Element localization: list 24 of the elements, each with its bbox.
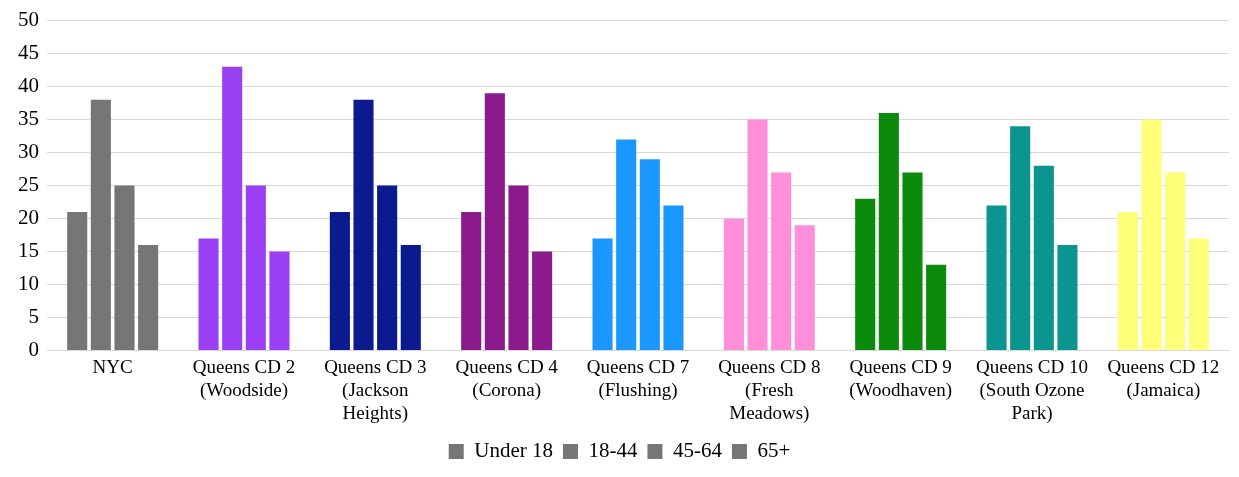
y-tick-label: 20: [18, 205, 39, 230]
y-tick-label: 45: [18, 40, 39, 65]
x-tick-label: Queens CD 7 (Flushing): [586, 355, 690, 401]
y-tick-label: 10: [18, 271, 39, 296]
y-tick-label: 40: [18, 73, 39, 98]
x-tick-label: NYC: [92, 355, 133, 377]
y-tick-label: 30: [18, 139, 39, 164]
x-tick-label: Queens CD 3 (Jackson Heights): [324, 355, 427, 424]
y-tick-label: 0: [28, 337, 39, 362]
y-tick-label: 15: [18, 238, 39, 263]
x-tick-label: Queens CD 10 (South Ozone Park): [976, 355, 1088, 424]
x-tick-label: Queens CD 2 (Woodside): [192, 355, 296, 401]
y-tick-label: 5: [28, 304, 39, 329]
legend-label: Under 18: [474, 438, 553, 463]
legend-label: 65+: [757, 438, 791, 463]
x-tick-label: Queens CD 8 (Fresh Meadows): [718, 355, 821, 424]
legend-label: 18-44: [588, 438, 638, 463]
x-tick-label: Queens CD 4 (Corona): [455, 355, 559, 401]
y-tick-label: 25: [18, 172, 39, 197]
y-tick-label: 35: [18, 106, 39, 131]
legend-label: 45-64: [672, 438, 723, 463]
x-tick-label: Queens CD 9 (Woodhaven): [849, 355, 953, 401]
x-tick-label: Queens CD 12 (Jamaica): [1107, 355, 1220, 401]
y-tick-label: 50: [18, 7, 39, 32]
